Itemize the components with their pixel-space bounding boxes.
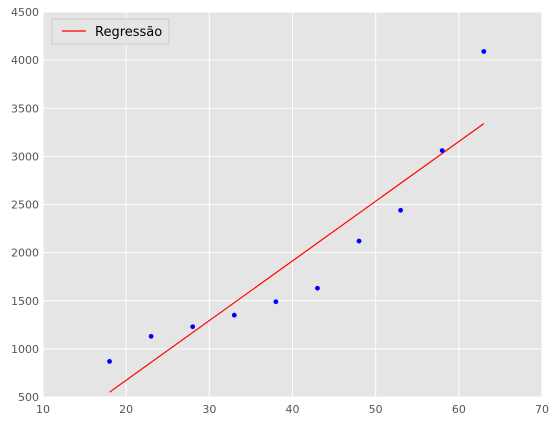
grid-lines	[42, 11, 543, 398]
x-tick-label: 10	[36, 403, 50, 416]
x-tick-label: 20	[119, 403, 133, 416]
x-tick-label: 70	[535, 403, 549, 416]
y-tick-label: 2000	[11, 247, 39, 260]
y-tick-label: 1000	[11, 343, 39, 356]
scatter-point	[398, 207, 404, 213]
x-tick-label: 30	[202, 403, 216, 416]
data-series	[107, 49, 487, 393]
x-tick-label: 60	[452, 403, 466, 416]
scatter-point	[315, 285, 320, 291]
y-tick-label: 4000	[11, 54, 39, 67]
y-tick-label: 1500	[11, 295, 39, 308]
x-tick-label: 50	[369, 403, 383, 416]
scatter-point	[356, 238, 362, 244]
scatter-point	[231, 312, 237, 318]
axis-tick-labels: 10 20 30 40 50 60 70 500 1000 1500 2000 2500 3000 350…	[11, 6, 549, 416]
regression-line	[109, 123, 485, 393]
y-tick-label: 500	[18, 391, 39, 404]
scatter-point	[439, 148, 445, 154]
legend-label: Regressão	[95, 25, 162, 40]
y-tick-label: 3000	[11, 150, 39, 163]
scatter-point	[481, 49, 487, 54]
y-tick-label: 4500	[11, 6, 39, 19]
scatter-point	[107, 358, 112, 364]
legend: Regressão	[51, 18, 170, 45]
y-tick-label: 2500	[11, 199, 39, 212]
scatter-point	[148, 333, 154, 339]
scatter-point	[273, 299, 279, 305]
y-tick-label: 3500	[11, 102, 39, 115]
scatter-point	[190, 324, 196, 330]
x-tick-label: 40	[286, 403, 300, 416]
